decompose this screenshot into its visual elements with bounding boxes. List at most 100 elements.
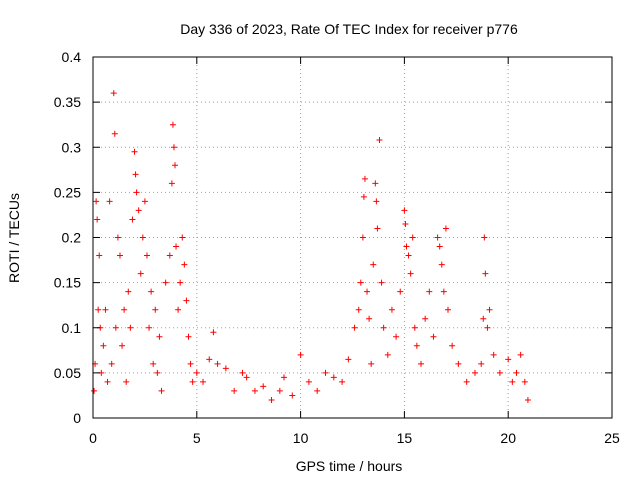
data-point [409,234,416,241]
data-point [297,351,304,358]
grid [93,57,612,418]
y-tick-label: 0.4 [62,49,82,65]
data-point [111,130,118,137]
data-point [93,198,100,205]
data-point [181,261,188,268]
data-point [170,144,177,151]
data-point [268,396,275,403]
data-point [402,220,409,227]
data-point [314,387,321,394]
y-tick-label: 0.2 [62,230,82,246]
chart-title: Day 336 of 2023, Rate Of TEC Index for r… [180,21,518,37]
data-point [370,261,377,268]
y-tick-label: 0.35 [54,94,81,110]
data-point [403,243,410,250]
data-point [368,360,375,367]
data-point [289,392,296,399]
data-point [131,148,138,155]
y-tick-label: 0 [73,410,81,426]
data-point [168,180,175,187]
data-point [185,333,192,340]
data-point [222,365,229,372]
data-point [280,374,287,381]
data-point [521,378,528,385]
data-point [345,356,352,363]
data-point [513,369,520,376]
data-point [436,243,443,250]
data-point [438,261,445,268]
data-point [260,383,267,390]
axis-ticks: 0 0.05 0.1 0.15 0.2 0.25 0.3 0.35 0.4 0 5 10 15 20 25 [54,49,620,446]
data-point [94,216,101,223]
data-point [251,387,258,394]
data-point [150,360,157,367]
data-point [422,315,429,322]
data-point [129,216,136,223]
data-point [372,180,379,187]
data-point [471,369,478,376]
data-point [418,360,425,367]
data-point [100,342,107,349]
data-point [496,369,503,376]
data-point [374,225,381,232]
x-tick-label: 25 [604,430,620,446]
data-point [146,324,153,331]
x-axis-label: GPS time / hours [296,458,403,474]
data-point [376,137,383,144]
data-point [481,234,488,241]
data-point [210,329,217,336]
data-point [169,121,176,128]
data-point [380,324,387,331]
data-point [401,207,408,214]
data-point [405,252,412,259]
data-point [407,270,414,277]
data-point [177,279,184,286]
data-point [357,279,364,286]
data-point [166,252,173,259]
data-point [193,369,200,376]
data-point [96,252,103,259]
y-axis-label: ROTI / TECUs [6,193,22,283]
data-point [486,306,493,313]
data-point [102,306,109,313]
data-point [152,306,159,313]
data-point [490,351,497,358]
data-point [478,360,485,367]
data-point [106,198,113,205]
data-point [243,374,250,381]
data-point [121,306,128,313]
data-point [524,396,531,403]
data-point [449,342,456,349]
data-point [187,360,194,367]
data-point [330,374,337,381]
data-point [484,324,491,331]
data-point [517,351,524,358]
data-point [384,351,391,358]
data-point [373,198,380,205]
data-point [91,387,98,394]
data-point [141,198,148,205]
data-point [442,225,449,232]
data-point [154,369,161,376]
data-point [434,234,441,241]
data-point [413,342,420,349]
data-point [127,324,134,331]
data-point [158,387,165,394]
data-point [95,306,102,313]
x-tick-label: 20 [500,430,516,446]
data-point [116,252,123,259]
data-point [397,288,404,295]
data-point [480,315,487,322]
data-point [322,369,329,376]
data-point [110,90,117,97]
data-point [359,234,366,241]
data-point [231,387,238,394]
data-point [444,306,451,313]
data-point [214,360,221,367]
data-point [393,333,400,340]
x-tick-label: 15 [397,430,413,446]
data-point [137,270,144,277]
x-tick-label: 0 [89,430,97,446]
data-point [388,306,395,313]
